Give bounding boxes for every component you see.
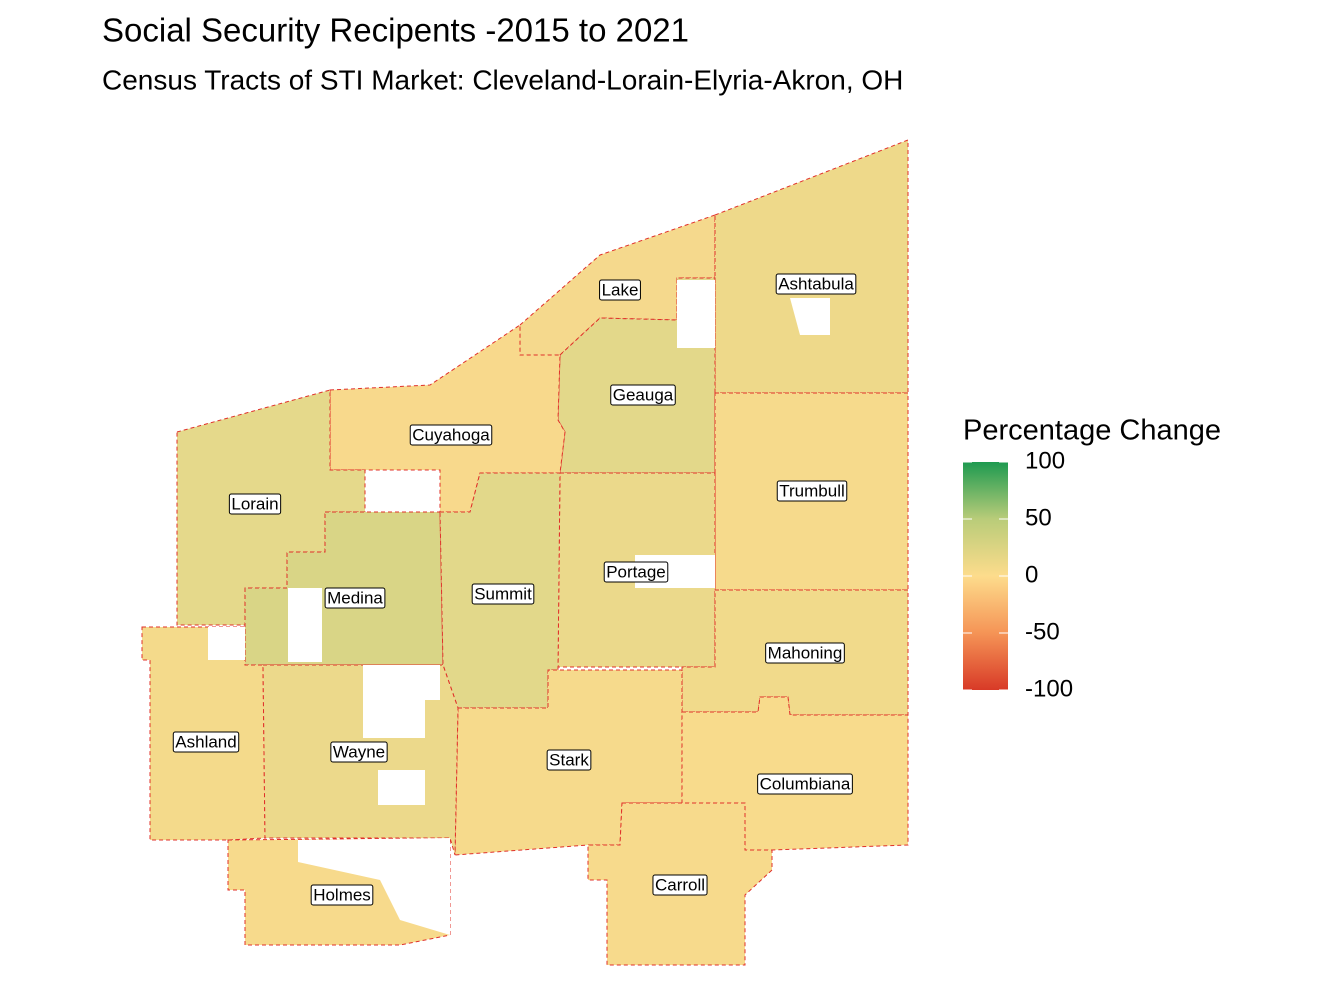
county-label: Columbiana xyxy=(757,773,853,795)
label-box xyxy=(228,493,282,515)
no-data-area xyxy=(790,298,830,335)
no-data-area xyxy=(378,770,425,805)
label-box xyxy=(324,587,386,609)
county-label: Medina xyxy=(324,587,386,609)
map xyxy=(141,139,909,966)
county-label: Trumbull xyxy=(776,480,848,502)
county-label: Cuyahoga xyxy=(409,424,493,446)
county-label: Wayne xyxy=(330,741,388,763)
county-name: Ashland xyxy=(175,732,236,751)
subtitle: Census Tracts of STI Market: Cleveland-L… xyxy=(102,64,903,95)
no-data-area xyxy=(298,838,450,935)
no-data-area xyxy=(208,627,245,660)
county-shape xyxy=(329,324,566,513)
county-label: Portage xyxy=(603,561,669,583)
legend-tick-label: 50 xyxy=(1025,504,1052,531)
county-name: Wayne xyxy=(333,742,385,761)
county-label: Geauga xyxy=(610,384,676,406)
county-label: Stark xyxy=(546,749,592,771)
county-name: Columbiana xyxy=(760,774,851,793)
label-box xyxy=(757,773,853,795)
county-name: Medina xyxy=(327,588,383,607)
county-label: Carroll xyxy=(652,874,708,896)
label-box xyxy=(610,384,676,406)
label-box xyxy=(776,480,848,502)
legend-title: Percentage Change xyxy=(963,415,1221,447)
county-name: Stark xyxy=(549,750,589,769)
county-label: Holmes xyxy=(310,884,374,906)
label-box xyxy=(409,424,493,446)
county-name: Summit xyxy=(474,584,532,603)
county-name: Lorain xyxy=(231,494,278,513)
county-shape xyxy=(714,139,909,394)
no-data-area xyxy=(288,588,322,662)
no-data-area xyxy=(677,280,715,348)
county-name: Mahoning xyxy=(768,643,843,662)
label-box xyxy=(765,642,845,664)
label-box xyxy=(310,884,374,906)
title: Social Security Recipents -2015 to 2021 xyxy=(102,12,689,49)
county-label: Lorain xyxy=(228,493,282,515)
label-box xyxy=(172,731,240,753)
county-name: Carroll xyxy=(655,875,705,894)
label-box xyxy=(603,561,669,583)
county-name: Trumbull xyxy=(779,481,845,500)
label-box xyxy=(652,874,708,896)
label-box xyxy=(775,273,857,295)
no-data-area xyxy=(363,665,440,738)
label-box xyxy=(330,741,388,763)
county-label: Lake xyxy=(599,279,641,301)
label-box xyxy=(471,583,535,605)
county-name: Lake xyxy=(602,280,639,299)
county-labels: Lake Ashtabula Geauga Cuyahoga Lorain Trumbul… xyxy=(172,273,857,906)
legend-tick-label: 0 xyxy=(1025,561,1038,588)
legend-tick-label: -100 xyxy=(1025,675,1073,702)
county-label: Summit xyxy=(471,583,535,605)
legend-ticks: 100 50 0 -50 -100 xyxy=(963,447,1073,702)
county-name: Cuyahoga xyxy=(412,425,490,444)
county-name: Geauga xyxy=(613,385,674,404)
county-label: Ashtabula xyxy=(775,273,857,295)
county-name: Ashtabula xyxy=(778,274,854,293)
county-label: Mahoning xyxy=(765,642,845,664)
label-box xyxy=(546,749,592,771)
legend-tick-label: -50 xyxy=(1025,618,1060,645)
legend-tick-label: 100 xyxy=(1025,447,1065,474)
county-name: Portage xyxy=(606,562,666,581)
label-box xyxy=(599,279,641,301)
county-name: Holmes xyxy=(313,885,371,904)
county-label: Ashland xyxy=(172,731,240,753)
